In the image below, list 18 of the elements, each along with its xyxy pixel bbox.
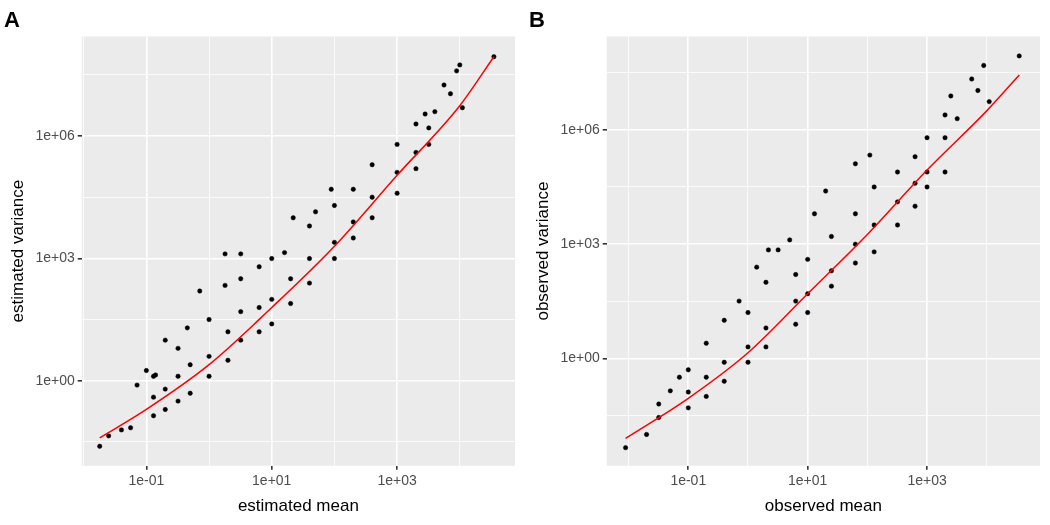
chart-title: A: [4, 7, 20, 33]
x-tick-label: 1e-01: [670, 472, 707, 489]
x-tick-label: 1e+03: [907, 472, 947, 489]
y-tick-label: 1e+06: [35, 127, 75, 144]
chart-title: B: [529, 7, 545, 33]
y-axis-title: observed variance: [532, 181, 552, 321]
y-axis-title: estimated variance: [7, 179, 27, 323]
x-tick-label: 1e-01: [128, 472, 165, 489]
y-tick-label: 1e+03: [35, 249, 75, 266]
y-tick-label: 1e+00: [35, 371, 75, 388]
x-tick-label: 1e+01: [788, 472, 828, 489]
x-tick-label: 1e+01: [252, 472, 292, 489]
y-tick-label: 1e+06: [560, 120, 600, 137]
x-tick-label: 1e+03: [377, 472, 417, 489]
y-tick-label: 1e+03: [560, 235, 600, 252]
x-axis-title: estimated mean: [237, 496, 359, 516]
y-tick-label: 1e+00: [560, 349, 600, 366]
x-axis-title: observed mean: [764, 496, 882, 516]
